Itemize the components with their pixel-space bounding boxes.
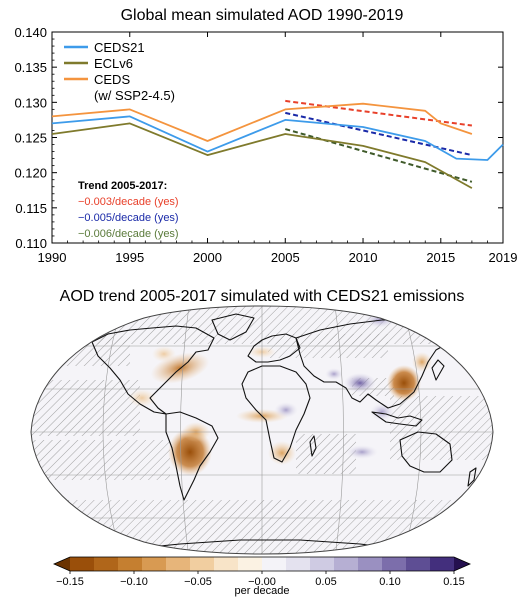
colorbar-bin-0 bbox=[70, 557, 95, 571]
region-far-east bbox=[442, 319, 462, 331]
coast-greenland bbox=[211, 313, 255, 341]
y-tick-label-0-140: 0.140 bbox=[14, 25, 47, 40]
legend-label-ceds21: CEDS21 bbox=[94, 40, 145, 55]
coast-japan bbox=[431, 359, 445, 381]
y-tick-label-0-130: 0.130 bbox=[14, 95, 47, 110]
y-tick-label-0-120: 0.120 bbox=[14, 166, 47, 181]
colorbar-bin-4 bbox=[166, 557, 191, 571]
colorbar-tick-label-0-05: 0.05 bbox=[315, 576, 336, 588]
trend-label-ceds21: −0.005/decade (yes) bbox=[78, 212, 179, 224]
colorbar-extend-high bbox=[454, 557, 470, 571]
trend-line-0 bbox=[285, 99, 473, 127]
region-northeast-asia bbox=[412, 352, 432, 372]
colorbar-bin-12 bbox=[358, 557, 383, 571]
colorbar-tick-label-0-05: −0.05 bbox=[184, 576, 212, 588]
region-india bbox=[344, 373, 376, 393]
colorbar-tick-label-0-00: −0.00 bbox=[248, 576, 276, 588]
colorbar-bin-14 bbox=[406, 557, 431, 571]
y-tick-label-0-115: 0.115 bbox=[15, 201, 47, 216]
trend-line-2 bbox=[285, 128, 473, 183]
colorbar-bin-2 bbox=[118, 557, 143, 571]
colorbar-tick-label-0-10: −0.10 bbox=[120, 576, 148, 588]
trend-line-1 bbox=[285, 111, 473, 157]
coast-north-america bbox=[91, 325, 215, 415]
colorbar-label: per decade bbox=[234, 585, 289, 597]
colorbar-tick-label-0-10: 0.10 bbox=[379, 576, 400, 588]
x-tick-label-2000: 2000 bbox=[193, 250, 222, 265]
colorbar-bin-3 bbox=[142, 557, 167, 571]
region-eastern-canada bbox=[152, 346, 176, 362]
x-axis: 1990 1995 2000 2005 2010 2015 2019 bbox=[38, 32, 518, 265]
coast-africa bbox=[241, 365, 311, 463]
series-line-ceds21 bbox=[51, 115, 504, 161]
legend-label-ceds-line-1: (w/ SSP2-4.5) bbox=[94, 88, 175, 103]
coast-new-zealand bbox=[467, 467, 477, 487]
colorbar-bin-13 bbox=[382, 557, 407, 571]
trend-label-eclv6: −0.006/decade (yes) bbox=[78, 228, 179, 240]
trend-lines bbox=[285, 99, 473, 183]
trend-header: Trend 2005-2017: bbox=[78, 180, 167, 192]
x-tick-label-2005: 2005 bbox=[271, 250, 300, 265]
colorbar-bin-10 bbox=[310, 557, 335, 571]
trend-label-ceds: −0.003/decade (yes) bbox=[78, 196, 179, 208]
legend: CEDS21 ECLv6 CEDS (w/ SSP2-4.5) bbox=[64, 40, 175, 103]
coast-australia bbox=[399, 431, 453, 473]
colorbar-tick-label-0-15: 0.15 bbox=[443, 576, 464, 588]
colorbar-bin-11 bbox=[334, 557, 359, 571]
colorbar-bin-9 bbox=[286, 557, 311, 571]
coast-madagascar bbox=[309, 435, 317, 457]
region-northwest-africa bbox=[274, 402, 298, 418]
colorbar-bin-1 bbox=[94, 557, 119, 571]
coast-maritime bbox=[371, 411, 423, 427]
x-tick-label-1995: 1995 bbox=[115, 250, 144, 265]
x-tick-label-2010: 2010 bbox=[349, 250, 378, 265]
y-tick-label-0-125: 0.125 bbox=[14, 131, 47, 146]
region-middle-east bbox=[325, 368, 343, 380]
colorbar-bin-8 bbox=[262, 557, 287, 571]
chart-title: Global mean simulated AOD 1990-2019 bbox=[121, 7, 404, 24]
region-eastern-china bbox=[387, 365, 421, 401]
colorbar-extend-low bbox=[54, 557, 70, 571]
coast-south-america bbox=[165, 411, 219, 501]
graticule bbox=[31, 306, 493, 554]
colorbar-bin-15 bbox=[430, 557, 455, 571]
world-map bbox=[30, 305, 494, 555]
map-border bbox=[30, 305, 494, 555]
colorbar-bin-6 bbox=[214, 557, 239, 571]
series-lines bbox=[51, 102, 504, 189]
colorbar-bin-7 bbox=[238, 557, 263, 571]
y-axis: 0.110 0.115 0.120 0.125 0.130 0.135 0.140 bbox=[14, 25, 503, 251]
map-title: AOD trend 2005-2017 simulated with CEDS2… bbox=[60, 288, 465, 305]
colorbar bbox=[53, 556, 471, 572]
legend-label-ceds-line-0: CEDS bbox=[94, 72, 130, 87]
series-line-eclv6 bbox=[51, 122, 473, 189]
coast-europe bbox=[247, 333, 301, 363]
colorbar-bin-5 bbox=[190, 557, 215, 571]
region-mexico bbox=[128, 389, 156, 407]
legend-label-eclv6: ECLv6 bbox=[94, 56, 133, 71]
series-line-ceds-w-ssp2-4-5 bbox=[51, 102, 473, 142]
x-tick-label-2015: 2015 bbox=[426, 250, 455, 265]
y-tick-label-0-135: 0.135 bbox=[14, 60, 47, 75]
colorbar-tick-label-0-15: −0.15 bbox=[56, 576, 84, 588]
trend-annotation: Trend 2005-2017: −0.003/decade (yes) −0.… bbox=[78, 180, 179, 240]
x-tick-label-2019: 2019 bbox=[489, 250, 518, 265]
y-tick-label-0-110: 0.110 bbox=[15, 236, 47, 251]
x-tick-label-1990: 1990 bbox=[38, 250, 67, 265]
legend-label-ceds: CEDS (w/ SSP2-4.5) bbox=[94, 72, 175, 103]
colorbar-ticks: −0.15 −0.10 −0.05 −0.00 0.05 0.10 0.15 bbox=[56, 571, 465, 588]
region-indian-ocean bbox=[346, 445, 378, 459]
